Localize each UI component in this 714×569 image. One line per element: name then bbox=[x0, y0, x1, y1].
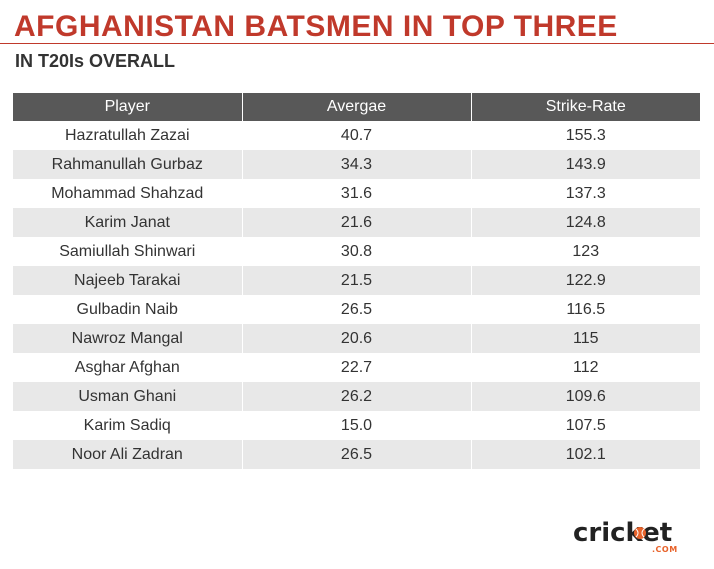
table-row: Karim Janat 21.6 124.8 bbox=[13, 208, 700, 237]
average-cell: 31.6 bbox=[242, 179, 472, 208]
table-row: Hazratullah Zazai 40.7 155.3 bbox=[13, 121, 700, 150]
player-cell: Karim Sadiq bbox=[13, 411, 243, 440]
column-header-player: Player bbox=[13, 93, 243, 121]
player-cell: Karim Janat bbox=[13, 208, 243, 237]
table-header-row: Player Avergae Strike-Rate bbox=[13, 93, 700, 121]
strike-rate-cell: 115 bbox=[471, 324, 700, 353]
table-row: Mohammad Shahzad 31.6 137.3 bbox=[13, 179, 700, 208]
average-cell: 21.5 bbox=[242, 266, 472, 295]
table-row: Najeeb Tarakai 21.5 122.9 bbox=[13, 266, 700, 295]
player-cell: Usman Ghani bbox=[13, 382, 243, 411]
strike-rate-cell: 109.6 bbox=[471, 382, 700, 411]
average-cell: 15.0 bbox=[242, 411, 472, 440]
player-cell: Nawroz Mangal bbox=[13, 324, 243, 353]
average-cell: 21.6 bbox=[242, 208, 472, 237]
table-row: Asghar Afghan 22.7 112 bbox=[13, 353, 700, 382]
table-row: Noor Ali Zadran 26.5 102.1 bbox=[13, 440, 700, 469]
chart-subtitle: IN T20Is OVERALL bbox=[15, 51, 176, 71]
table-row: Karim Sadiq 15.0 107.5 bbox=[13, 411, 700, 440]
table-row: Rahmanullah Gurbaz 34.3 143.9 bbox=[13, 150, 700, 179]
cricket-com-logo: cricket .COM bbox=[573, 518, 687, 558]
strike-rate-cell: 107.5 bbox=[471, 411, 700, 440]
column-header-average: Avergae bbox=[242, 93, 472, 121]
logo-suffix: .COM bbox=[652, 545, 678, 554]
strike-rate-cell: 124.8 bbox=[471, 208, 700, 237]
player-cell: Noor Ali Zadran bbox=[13, 440, 243, 469]
strike-rate-cell: 143.9 bbox=[471, 150, 700, 179]
player-cell: Hazratullah Zazai bbox=[13, 121, 243, 150]
strike-rate-cell: 102.1 bbox=[471, 440, 700, 469]
player-cell: Mohammad Shahzad bbox=[13, 179, 243, 208]
stats-table: Player Avergae Strike-Rate Hazratullah Z… bbox=[13, 93, 700, 469]
average-cell: 26.5 bbox=[242, 295, 472, 324]
average-cell: 26.5 bbox=[242, 440, 472, 469]
player-cell: Rahmanullah Gurbaz bbox=[13, 150, 243, 179]
player-cell: Asghar Afghan bbox=[13, 353, 243, 382]
strike-rate-cell: 137.3 bbox=[471, 179, 700, 208]
table-body: Hazratullah Zazai 40.7 155.3 Rahmanullah Gu… bbox=[13, 121, 700, 469]
average-cell: 30.8 bbox=[242, 237, 472, 266]
strike-rate-cell: 155.3 bbox=[471, 121, 700, 150]
cricket-ball-icon bbox=[634, 527, 646, 539]
strike-rate-cell: 116.5 bbox=[471, 295, 700, 324]
average-cell: 22.7 bbox=[242, 353, 472, 382]
title-divider bbox=[0, 43, 714, 44]
player-cell: Gulbadin Naib bbox=[13, 295, 243, 324]
average-cell: 40.7 bbox=[242, 121, 472, 150]
table-row: Gulbadin Naib 26.5 116.5 bbox=[13, 295, 700, 324]
table-row: Samiullah Shinwari 30.8 123 bbox=[13, 237, 700, 266]
player-cell: Najeeb Tarakai bbox=[13, 266, 243, 295]
average-cell: 26.2 bbox=[242, 382, 472, 411]
table-row: Usman Ghani 26.2 109.6 bbox=[13, 382, 700, 411]
strike-rate-cell: 112 bbox=[471, 353, 700, 382]
chart-title: AFGHANISTAN BATSMEN IN TOP THREE bbox=[14, 10, 618, 43]
table-row: Nawroz Mangal 20.6 115 bbox=[13, 324, 700, 353]
logo-wordmark: cricket bbox=[573, 518, 673, 548]
strike-rate-cell: 122.9 bbox=[471, 266, 700, 295]
average-cell: 34.3 bbox=[242, 150, 472, 179]
player-cell: Samiullah Shinwari bbox=[13, 237, 243, 266]
average-cell: 20.6 bbox=[242, 324, 472, 353]
strike-rate-cell: 123 bbox=[471, 237, 700, 266]
column-header-strike-rate: Strike-Rate bbox=[471, 93, 700, 121]
